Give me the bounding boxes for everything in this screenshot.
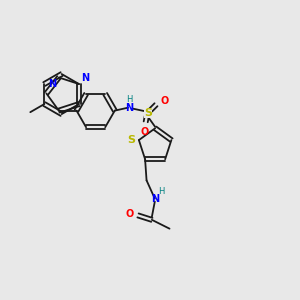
Text: N: N [125,103,134,113]
Text: S: S [128,135,135,145]
Text: O: O [141,127,149,137]
Text: N: N [151,194,159,204]
Text: O: O [160,96,168,106]
Text: N: N [48,79,56,89]
Text: H: H [158,187,165,196]
Text: O: O [126,209,134,219]
Text: H: H [126,95,133,104]
Text: N: N [81,73,89,82]
Text: S: S [144,108,152,118]
